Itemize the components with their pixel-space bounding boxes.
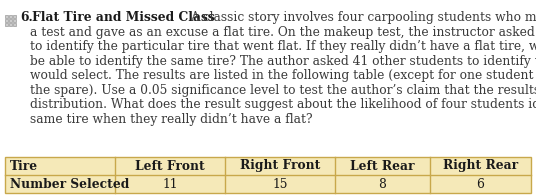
- Text: a test and gave as an excuse a flat tire. On the makeup test, the instructor ask: a test and gave as an excuse a flat tire…: [30, 25, 536, 38]
- Bar: [9, 19, 12, 22]
- Text: 6.: 6.: [20, 11, 33, 24]
- Text: Flat Tire and Missed Class: Flat Tire and Missed Class: [32, 11, 215, 24]
- Text: Right Rear: Right Rear: [443, 160, 518, 172]
- Text: be able to identify the same tire? The author asked 41 other students to identif: be able to identify the same tire? The a…: [30, 54, 536, 67]
- Text: Tire: Tire: [10, 160, 38, 172]
- Bar: [5, 15, 8, 18]
- Text: Left Rear: Left Rear: [350, 160, 415, 172]
- Text: Number Selected: Number Selected: [10, 178, 129, 191]
- Bar: [5, 23, 8, 26]
- Bar: [5, 157, 531, 175]
- Bar: [5, 175, 531, 193]
- Text: 11: 11: [162, 178, 178, 191]
- Text: 8: 8: [378, 178, 386, 191]
- Bar: [13, 15, 16, 18]
- Text: distribution. What does the result suggest about the likelihood of four students: distribution. What does the result sugge…: [30, 98, 536, 111]
- Text: Right Front: Right Front: [240, 160, 320, 172]
- Text: to identify the particular tire that went flat. If they really didn’t have a fla: to identify the particular tire that wen…: [30, 40, 536, 53]
- Bar: [13, 23, 16, 26]
- Bar: [5, 19, 8, 22]
- Text: the spare). Use a 0.05 significance level to test the author’s claim that the re: the spare). Use a 0.05 significance leve…: [30, 83, 536, 96]
- Text: would select. The results are listed in the following table (except for one stud: would select. The results are listed in …: [30, 69, 536, 82]
- Bar: [9, 15, 12, 18]
- Text: 6: 6: [477, 178, 485, 191]
- Bar: [5, 157, 531, 193]
- Text: 15: 15: [272, 178, 288, 191]
- Text: Left Front: Left Front: [135, 160, 205, 172]
- Bar: [13, 19, 16, 22]
- Bar: [9, 23, 12, 26]
- Text: same tire when they really didn’t have a flat?: same tire when they really didn’t have a…: [30, 113, 312, 125]
- Text: A classic story involves four carpooling students who missed: A classic story involves four carpooling…: [190, 11, 536, 24]
